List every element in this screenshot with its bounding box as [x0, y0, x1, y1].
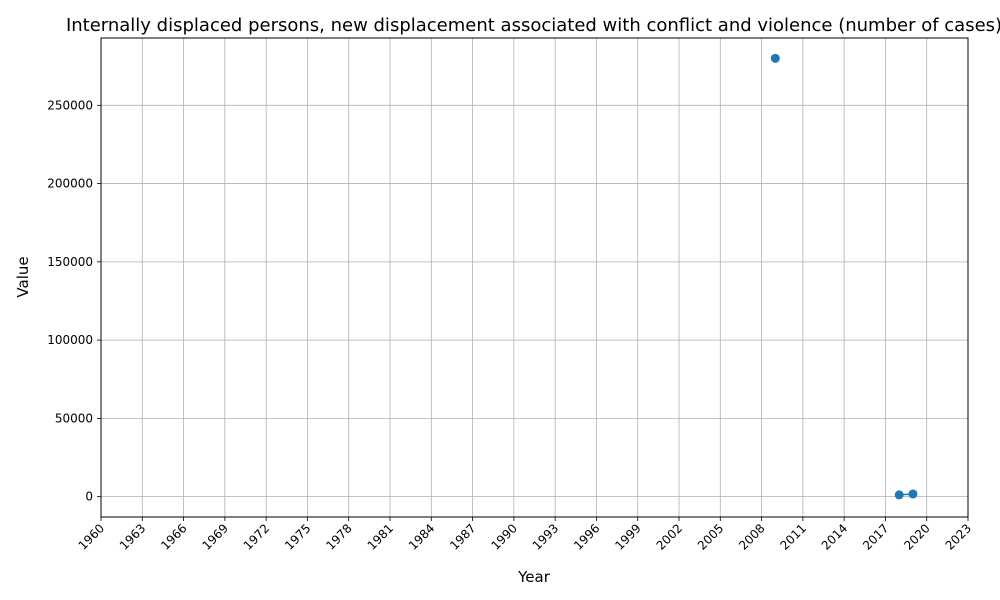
- x-tick-label: 1987: [447, 521, 478, 552]
- x-tick-label: 2014: [819, 521, 850, 552]
- data-point-2019: [908, 489, 918, 499]
- data-point-2009: [770, 53, 780, 63]
- data-point-2018: [894, 490, 904, 500]
- x-tick-label: 1969: [199, 521, 230, 552]
- y-tick-label: 150000: [47, 255, 93, 269]
- x-tick-label: 2020: [901, 521, 932, 552]
- grid: [100, 38, 969, 517]
- series: [770, 53, 918, 500]
- x-tick-label: 2002: [654, 521, 685, 552]
- x-tick-label: 1966: [158, 521, 189, 552]
- x-tick-label: 1981: [365, 521, 396, 552]
- x-tick-label: 1999: [612, 521, 643, 552]
- x-tick-label: 1996: [571, 521, 602, 552]
- chart-title: Internally displaced persons, new displa…: [66, 15, 1000, 36]
- y-tick-label: 250000: [47, 98, 93, 112]
- x-tick-label: 1963: [117, 521, 148, 552]
- x-tick-label: 1984: [406, 521, 437, 552]
- x-tick-label: 1993: [530, 521, 561, 552]
- x-tick-label: 1975: [282, 521, 313, 552]
- x-axis-label: Year: [517, 568, 551, 586]
- y-tick-label: 50000: [55, 411, 93, 425]
- x-tick-label: 1978: [323, 521, 354, 552]
- x-tick-label: 2011: [777, 521, 808, 552]
- x-tick-label: 2023: [943, 521, 974, 552]
- y-tick-label: 200000: [47, 177, 93, 191]
- x-tick-label: 2005: [695, 521, 726, 552]
- x-tick-label: 1972: [241, 521, 272, 552]
- x-tick-label: 1960: [76, 521, 107, 552]
- plot-frame: [100, 37, 969, 518]
- x-tick-label: 2017: [860, 521, 891, 552]
- ticks: 1960 1963 1966 1969 1972 1975 1978 1981 1984 1987…: [47, 98, 974, 552]
- y-tick-label: 100000: [47, 333, 93, 347]
- x-tick-label: 2008: [736, 521, 767, 552]
- y-tick-label: 0: [85, 490, 93, 504]
- x-tick-label: 1990: [488, 521, 519, 552]
- y-axis-label: Value: [14, 256, 32, 297]
